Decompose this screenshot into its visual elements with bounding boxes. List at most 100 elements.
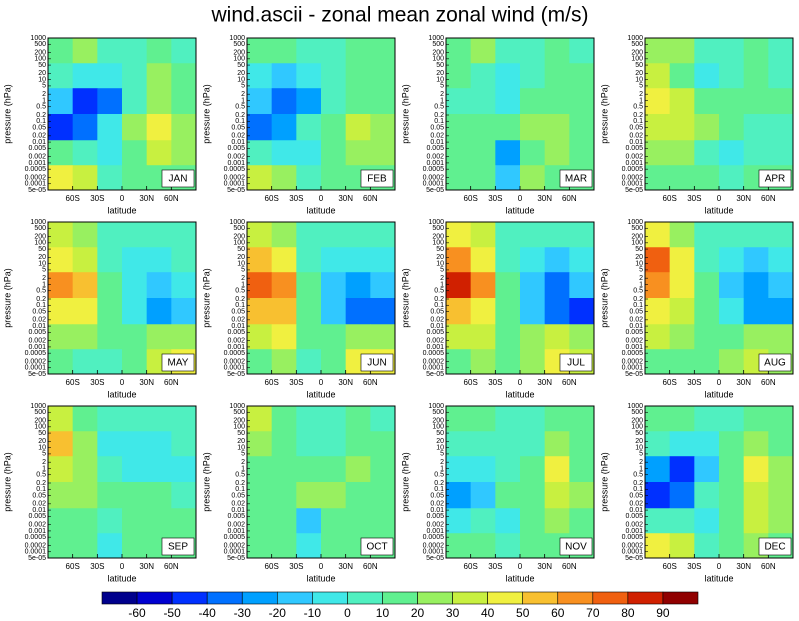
heat-cell (694, 38, 720, 64)
heat-cell (569, 222, 595, 248)
heat-cell (544, 406, 570, 432)
heat-cell (446, 406, 472, 432)
x-tick-label: 0 (120, 194, 125, 203)
heat-cell (97, 482, 123, 509)
y-tick-label: 0.0001 (423, 549, 445, 556)
y-tick-label: 0.01 (32, 139, 46, 146)
y-tick-label: 20 (436, 438, 444, 445)
heat-cell (345, 63, 371, 89)
y-tick-label: 0.001 (426, 344, 444, 351)
heat-cell (122, 247, 148, 273)
heat-cell (669, 456, 695, 483)
heat-cell (72, 406, 98, 432)
panel: 5e-050.00010.00020.00050.0010.0020.0050.… (599, 219, 794, 399)
heat-cell (247, 431, 273, 457)
heat-cell (247, 533, 273, 559)
x-tick-label: 0 (717, 562, 722, 571)
heat-cell (247, 272, 273, 299)
heat-cell (446, 222, 472, 248)
y-tick-label: 0.05 (32, 124, 46, 131)
heat-cell (97, 114, 123, 141)
heat-cell (171, 324, 197, 350)
y-tick-label: 0.002 (28, 521, 46, 528)
x-tick-label: 0 (717, 378, 722, 387)
heat-cell (321, 38, 347, 64)
heat-cell (122, 324, 148, 350)
heat-cell (694, 63, 720, 89)
y-tick-label: 0.05 (430, 124, 444, 131)
y-tick-label: 0.01 (231, 323, 245, 330)
heat-cell (645, 222, 671, 248)
x-tick-label: 60N (562, 562, 577, 571)
colorbar-label: 40 (481, 606, 495, 620)
heat-cell (296, 63, 322, 89)
panel-label: AUG (764, 358, 786, 369)
y-tick-label: 0.1 (36, 302, 46, 309)
heat-cell (146, 222, 172, 248)
heat-cell (569, 406, 595, 432)
panel-label-box (360, 169, 394, 188)
y-tick-label: 0.005 (227, 145, 245, 152)
heat-cell (470, 114, 496, 141)
heat-cell (719, 533, 745, 559)
y-tick-label: 0.0005 (622, 350, 644, 357)
heat-cell (97, 140, 123, 166)
heat-cell (645, 431, 671, 457)
heat-cell (296, 533, 322, 559)
y-tick-label: 0.01 (32, 323, 46, 330)
y-tick-label: 10 (237, 260, 245, 267)
y-tick-label: 50 (436, 430, 444, 437)
y-tick-label: 0.005 (28, 513, 46, 520)
y-tick-label: 5e-05 (28, 555, 46, 562)
y-tick-label: 0.002 (625, 153, 643, 160)
panel-label-box (758, 537, 792, 556)
y-tick-label: 0.0005 (423, 350, 445, 357)
heat-cell (321, 222, 347, 248)
heat-cell (48, 165, 74, 191)
heat-cell (768, 88, 794, 115)
y-axis-label: pressure (hPa) (400, 268, 410, 328)
heat-cell (271, 114, 297, 141)
heat-cell (271, 508, 297, 534)
heat-cell (544, 298, 570, 325)
y-tick-label: 10 (237, 76, 245, 83)
x-tick-label: 30N (338, 194, 353, 203)
heat-cell (520, 482, 546, 509)
heat-cell (470, 431, 496, 457)
heat-cell (719, 272, 745, 299)
heat-cell (171, 222, 197, 248)
heat-cell (48, 140, 74, 166)
y-tick-label: 0.001 (625, 528, 643, 535)
x-tick-label: 60N (761, 194, 776, 203)
y-tick-label: 50 (237, 246, 245, 253)
y-tick-label: 0.1 (633, 486, 643, 493)
heat-cell (345, 482, 371, 509)
heat-cell (470, 272, 496, 299)
y-tick-label: 0.0002 (622, 358, 644, 365)
heat-cell (495, 140, 521, 166)
y-tick-label: 5e-05 (625, 555, 643, 562)
x-tick-label: 0 (319, 562, 324, 571)
heat-cell (743, 63, 769, 89)
heat-cell (296, 88, 322, 115)
x-axis-label: latitude (704, 389, 733, 399)
y-tick-label: 0.5 (434, 288, 444, 295)
y-tick-label: 5e-05 (625, 187, 643, 194)
heat-cell (271, 431, 297, 457)
heat-cell (122, 406, 148, 432)
heat-cell (520, 272, 546, 299)
y-tick-label: 2 (241, 459, 245, 466)
heat-cell (520, 406, 546, 432)
y-axis-label: pressure (hPa) (2, 452, 12, 512)
x-tick-label: 30N (537, 562, 552, 571)
y-tick-label: 1000 (229, 219, 245, 226)
y-tick-label: 5e-05 (426, 555, 444, 562)
y-tick-label: 1000 (30, 403, 46, 410)
heat-cell (321, 165, 347, 191)
y-tick-label: 0.0002 (224, 174, 246, 181)
x-axis-label: latitude (107, 573, 136, 583)
y-tick-label: 20 (635, 70, 643, 77)
y-tick-label: 1000 (627, 219, 643, 226)
heat-cell (345, 272, 371, 299)
y-tick-label: 0.005 (625, 513, 643, 520)
